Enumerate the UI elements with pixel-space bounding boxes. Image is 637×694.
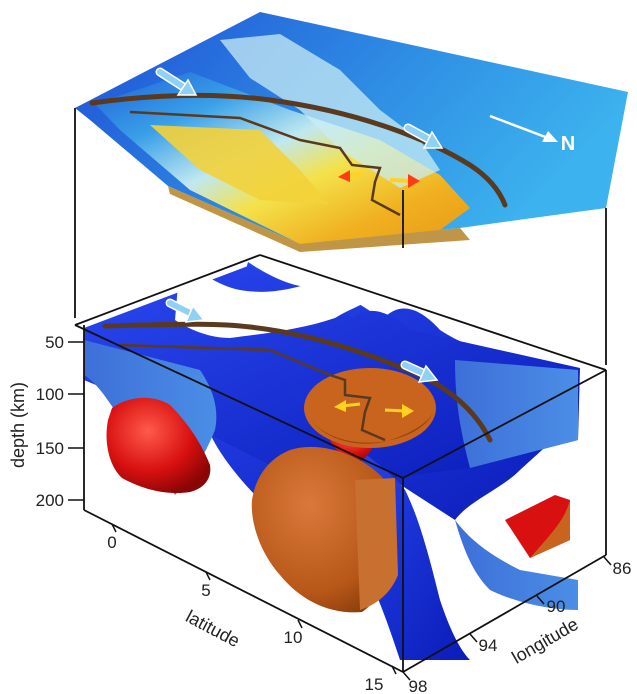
depth-tick-label: 50 — [45, 333, 64, 352]
longitude-tick-label: 94 — [479, 636, 498, 655]
longitude-tick-label: 86 — [613, 559, 632, 578]
latitude-tick-label: 0 — [107, 533, 116, 552]
latitude-tick-label: 5 — [201, 581, 210, 600]
topography-lowland-yellow — [150, 125, 330, 205]
spreading-arrows — [334, 400, 414, 418]
topography-surface: N — [75, 12, 628, 252]
latitude-axis-title: latitude — [182, 606, 243, 651]
north-label: N — [561, 133, 575, 155]
depth-axis: 50 100 150 200 depth (km) — [8, 333, 84, 510]
plate-motion-arrow — [403, 123, 444, 149]
volume-fault-trace-main — [102, 321, 493, 443]
longitude-axis-title: longitude — [508, 614, 581, 668]
fast-anomaly-right-face — [530, 500, 570, 558]
velocity-volume — [84, 262, 580, 660]
north-arrow-icon: N — [489, 114, 575, 155]
longitude-tick-label: 98 — [409, 677, 428, 694]
fast-anomaly-left — [106, 397, 211, 494]
depth-axis-title: depth (km) — [8, 382, 28, 468]
spreading-arrows — [338, 170, 420, 188]
slow-anomaly-right-face — [455, 360, 578, 468]
latitude-tick-label: 15 — [365, 675, 384, 694]
depth-tick-label: 150 — [36, 439, 64, 458]
depth-tick-label: 200 — [36, 491, 64, 510]
topography-coast-edge — [168, 186, 470, 252]
slow-anomaly-deep-face — [455, 520, 578, 610]
volume-gap — [286, 294, 350, 323]
plume-body-face — [355, 478, 398, 610]
plate-motion-arrow — [165, 298, 206, 323]
plate-motion-arrow — [155, 67, 198, 96]
longitude-tick-label: 90 — [547, 597, 566, 616]
volume-fault-trace-secondary — [119, 343, 386, 442]
topography-fault-trace-secondary — [129, 110, 401, 217]
plume-cap — [304, 368, 436, 448]
depth-tick-label: 100 — [36, 385, 64, 404]
plate-motion-arrow — [400, 360, 439, 383]
topography-fault-trace-main — [89, 92, 508, 208]
latitude-tick-label: 10 — [284, 628, 303, 647]
block-frame — [74, 108, 607, 673]
